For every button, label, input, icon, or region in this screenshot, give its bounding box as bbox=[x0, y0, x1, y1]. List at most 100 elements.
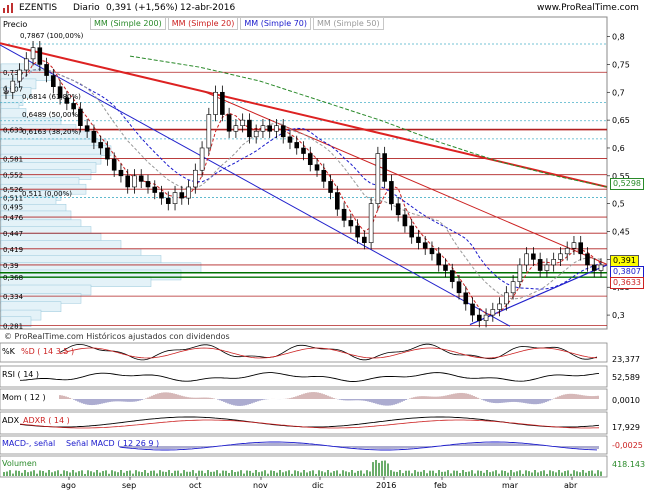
fib-label: 0,6163 (38,20%) bbox=[22, 128, 81, 136]
candle-body bbox=[138, 175, 144, 182]
ma70-line bbox=[5, 68, 602, 290]
candle-body bbox=[375, 153, 381, 204]
candle-body bbox=[416, 236, 421, 243]
candle-body bbox=[551, 259, 556, 266]
candle-body bbox=[449, 270, 455, 282]
ind-adx-label: ADX bbox=[2, 416, 20, 425]
site-label: www.ProRealTime.com bbox=[537, 3, 639, 13]
y-tick-label: 0,75 bbox=[612, 60, 630, 69]
chart-logo-icon bbox=[3, 3, 13, 13]
volume-profile-label: 0,334 bbox=[3, 293, 24, 301]
fib-label: 0,7867 (100,00%) bbox=[20, 32, 84, 40]
ind-volume-label: Volumen bbox=[2, 459, 37, 468]
badge-ma20: 0,3633 bbox=[610, 277, 644, 289]
volume-profile-label: 0,495 bbox=[3, 203, 23, 211]
candle-body bbox=[10, 80, 16, 93]
candle-body bbox=[172, 192, 178, 204]
ind-stoch-label: %K bbox=[2, 347, 15, 356]
volume-profile-label: 0,39 bbox=[3, 262, 19, 270]
candle-body bbox=[341, 208, 347, 221]
candle-body bbox=[537, 259, 543, 271]
candle-body bbox=[510, 281, 516, 294]
candle-body bbox=[517, 264, 523, 282]
ind-stoch-sub: %D ( 14 3 5 ) bbox=[21, 347, 75, 356]
candle-body bbox=[233, 125, 239, 132]
candle-body bbox=[558, 253, 563, 260]
quote: 0,391 (+1,56%) bbox=[106, 3, 178, 13]
ind-adx-sub: ADXR ( 14 ) bbox=[23, 416, 70, 425]
candle-body bbox=[111, 158, 117, 171]
ticker: EZENTIS bbox=[19, 3, 58, 13]
candle-body bbox=[544, 264, 550, 271]
legend-ma50[interactable]: MM (Simple 50) bbox=[313, 17, 384, 30]
ind-stoch-value: 23,377 bbox=[612, 355, 640, 364]
candle-body bbox=[564, 247, 570, 255]
candle-body bbox=[335, 192, 340, 210]
candle-body bbox=[328, 181, 333, 193]
fib-label: 0,511 (0,00%) bbox=[22, 190, 72, 198]
candle-body bbox=[389, 181, 394, 204]
candle-body bbox=[470, 303, 475, 316]
candle-body bbox=[165, 197, 171, 204]
adxr-line bbox=[19, 419, 600, 429]
candle-body bbox=[105, 147, 110, 160]
candle-body bbox=[585, 253, 590, 266]
candle-body bbox=[132, 175, 137, 188]
candle-body bbox=[64, 97, 70, 104]
badge-last: 0,391 bbox=[610, 255, 639, 267]
candle-body bbox=[118, 169, 124, 177]
ma50-line bbox=[5, 68, 602, 300]
candle-body bbox=[193, 169, 198, 188]
candle-body bbox=[226, 114, 232, 132]
candle-body bbox=[125, 175, 131, 188]
y-tick-label: 0,55 bbox=[612, 172, 630, 181]
candle-body bbox=[504, 292, 509, 305]
x-tick-label: 2016 bbox=[376, 481, 396, 490]
candle-body bbox=[152, 186, 158, 193]
candle-body bbox=[409, 225, 414, 238]
candle-body bbox=[247, 119, 252, 138]
volume-profile-label: 0,419 bbox=[3, 246, 23, 254]
ind-macd-sub: Señal MACD ( 12 26 9 ) bbox=[66, 439, 160, 448]
volume-profile-label: 0,476 bbox=[3, 214, 24, 222]
price-label: Precio bbox=[3, 20, 28, 29]
x-tick-label: dic bbox=[312, 481, 324, 490]
candle-body bbox=[463, 292, 469, 305]
footer-note: © ProRealTime.com Históricos ajustados c… bbox=[4, 332, 230, 341]
chart-header: EZENTIS Diario 0,391 (+1,56%) 12-abr-201… bbox=[0, 0, 650, 17]
candle-body bbox=[591, 264, 597, 271]
candle-body bbox=[274, 125, 279, 132]
y-tick-label: 0,65 bbox=[612, 116, 630, 125]
indicator-panel bbox=[0, 455, 608, 478]
candle-body bbox=[524, 253, 529, 266]
ind-mom-label: Mom ( 12 ) bbox=[2, 393, 46, 402]
legend-ma200[interactable]: MM (Simple 200) bbox=[90, 17, 166, 30]
ind-macd-label: MACD-, señal bbox=[2, 439, 56, 448]
ind-rsi-label: RSI ( 14 ) bbox=[2, 370, 40, 379]
candle-body bbox=[206, 114, 212, 149]
ind-volume-value: 418.143 bbox=[612, 460, 646, 469]
candle-body bbox=[321, 169, 327, 182]
candle-body bbox=[145, 181, 151, 188]
candle-body bbox=[51, 75, 56, 88]
x-tick-label: oct bbox=[189, 481, 201, 490]
fib-label: 0,6489 (50,00%) bbox=[22, 111, 81, 119]
x-tick-label: sep bbox=[122, 481, 136, 490]
ind-adx-value: 17,929 bbox=[612, 423, 640, 432]
candle-body bbox=[395, 203, 401, 216]
candle-body bbox=[199, 147, 205, 171]
x-tick-label: abr bbox=[564, 481, 578, 490]
candle-body bbox=[497, 303, 502, 310]
x-tick-label: mar bbox=[502, 481, 519, 490]
candle-body bbox=[362, 236, 367, 243]
candle-body bbox=[186, 186, 191, 199]
candle-body bbox=[314, 164, 320, 171]
legend-ma70[interactable]: MM (Simple 70) bbox=[240, 17, 311, 30]
candle-body bbox=[71, 103, 76, 110]
y-tick-label: 0,8 bbox=[612, 33, 625, 42]
legend: MM (Simple 200) MM (Simple 20) MM (Simpl… bbox=[90, 17, 384, 30]
candle-body bbox=[17, 69, 22, 82]
volume-profile-label: 0,552 bbox=[3, 172, 23, 180]
legend-ma20[interactable]: MM (Simple 20) bbox=[167, 17, 239, 30]
y-tick-label: 0,45 bbox=[612, 228, 630, 237]
